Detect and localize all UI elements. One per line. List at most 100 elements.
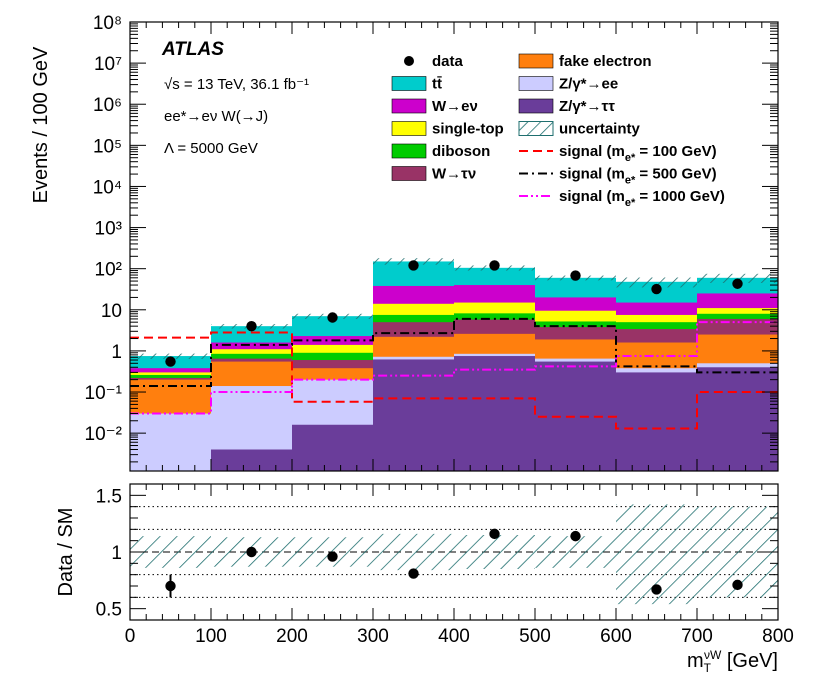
stack-bar	[211, 449, 292, 471]
legend-label: Z/γ*→ττ	[559, 98, 615, 115]
x-label-unit: [GeV]	[721, 650, 778, 672]
data-point	[732, 278, 743, 289]
legend: data tt̄ W→eν single-top diboson W→τν fake ele…	[391, 53, 725, 209]
legend-label: single-top	[432, 121, 504, 138]
x-tick-label: 500	[519, 626, 551, 647]
info-lambda: Λ = 5000 GeV	[164, 140, 258, 157]
legend-label: diboson	[432, 143, 490, 160]
x-axis-label: mTνW [GeV]	[687, 648, 778, 675]
ratio-point	[165, 580, 176, 592]
x-label-main: m	[687, 650, 704, 672]
ratio-panel: 0.5 1 1.5 0 100 200 300 400 500 600 700 800 Data / …	[55, 483, 794, 675]
ratio-point	[489, 528, 500, 540]
x-tick-label: 0	[125, 626, 136, 647]
legend-swatch	[518, 98, 554, 114]
legend-label: uncertainty	[559, 121, 641, 138]
legend-label: fake electron	[559, 53, 652, 70]
ratio-point	[327, 551, 338, 562]
legend-label: data	[432, 53, 464, 70]
legend-label: signal (me* = 1000 GeV)	[559, 188, 725, 209]
legend-marker	[404, 56, 414, 66]
legend-swatch	[391, 121, 427, 136]
uncertainty-box	[130, 353, 211, 359]
y-tick-label-ratio: 1	[111, 543, 122, 564]
legend-swatch	[391, 166, 427, 181]
y-tick-label-main: 10⁶	[93, 95, 122, 116]
y-tick-label-main: 10⁸	[93, 13, 122, 34]
y-axis-label-ratio: Data / SM	[55, 508, 77, 597]
data-point	[408, 260, 419, 271]
legend-label: signal (me* = 500 GeV)	[559, 166, 717, 187]
stack-bar	[130, 413, 211, 471]
data-points	[165, 260, 743, 367]
info-process: ee*→eν W(→J)	[164, 108, 268, 125]
y-tick-label-main: 10⁴	[93, 177, 122, 198]
data-point	[246, 320, 257, 332]
x-tick-label: 400	[438, 626, 470, 647]
signal-line	[130, 331, 778, 430]
signal-line	[130, 317, 778, 388]
y-tick-label-main: 10⁵	[93, 136, 122, 157]
info-energy: √s = 13 TeV, 36.1 fb⁻¹	[164, 76, 309, 93]
legend-swatch	[391, 143, 427, 159]
data-point	[489, 260, 500, 271]
legend-label: Z/γ*→ee	[559, 76, 618, 93]
x-tick-label: 800	[762, 626, 794, 647]
y-axis-label-main: Events / 100 GeV	[30, 46, 52, 203]
legend-label: signal (me* = 100 GeV)	[559, 143, 717, 164]
stack-bar	[697, 367, 778, 471]
legend-label: W→eν	[432, 98, 478, 115]
ratio-point	[570, 530, 581, 542]
ratio-points	[165, 528, 743, 598]
ratio-point	[651, 584, 662, 595]
legend-swatch	[518, 76, 554, 91]
ratio-uncertainty-band	[130, 504, 778, 605]
y-tick-label-ratio: 1.5	[96, 486, 122, 507]
x-tick-label: 100	[195, 626, 227, 647]
y-tick-label-main: 10⁻²	[85, 424, 123, 445]
signal-line	[130, 321, 778, 415]
y-tick-label-main: 10⁻¹	[85, 383, 123, 404]
uncertainty-box	[697, 273, 778, 283]
main-panel: 10⁻² 10⁻¹ 1 10 10² 10³ 10⁴ 10⁵ 10⁶ 10⁷ 10⁸ Events …	[30, 13, 779, 472]
data-point	[570, 270, 581, 281]
legend-swatch	[518, 53, 554, 69]
stack-bar	[292, 424, 373, 471]
y-tick-label-main: 1	[111, 342, 122, 363]
legend-swatch	[518, 121, 554, 136]
y-tick-label-main: 10²	[95, 260, 122, 281]
stack-bar	[535, 361, 616, 471]
legend-swatch	[391, 98, 427, 114]
stack-bar	[373, 359, 454, 471]
data-point	[327, 312, 338, 323]
x-tick-label: 300	[357, 626, 389, 647]
y-tick-label-main: 10	[101, 301, 122, 322]
y-tick-label-main: 10³	[95, 219, 122, 240]
y-tick-label-ratio: 0.5	[96, 600, 122, 621]
x-label-sup: νW	[704, 648, 722, 662]
signal-lines	[130, 317, 778, 430]
x-tick-label: 700	[681, 626, 713, 647]
data-point	[165, 356, 176, 367]
ratio-uncertainty-box	[373, 533, 454, 571]
stack-bar	[616, 372, 697, 471]
y-axis-main: 10⁻² 10⁻¹ 1 10 10² 10³ 10⁴ 10⁵ 10⁶ 10⁷ 10⁸	[85, 13, 779, 471]
axes-ratio: 0.5 1 1.5 0 100 200 300 400 500 600 700 800	[96, 483, 794, 647]
ratio-point	[246, 546, 257, 558]
stack-bar	[454, 356, 535, 471]
legend-label: tt̄	[432, 75, 442, 92]
ratio-point	[408, 568, 419, 579]
ratio-point	[732, 579, 743, 591]
ratio-uncertainty-box	[454, 535, 535, 569]
x-tick-label: 600	[600, 626, 632, 647]
uncertainty-box	[616, 277, 697, 288]
x-label-sub: T	[704, 661, 712, 675]
y-tick-label-main: 10⁷	[94, 54, 122, 75]
legend-swatch	[391, 76, 427, 91]
atlas-label: ATLAS	[161, 39, 224, 60]
x-tick-label: 200	[276, 626, 308, 647]
data-point	[651, 283, 662, 295]
legend-label: W→τν	[432, 166, 476, 183]
ratio-uncertainty-box	[535, 536, 616, 568]
